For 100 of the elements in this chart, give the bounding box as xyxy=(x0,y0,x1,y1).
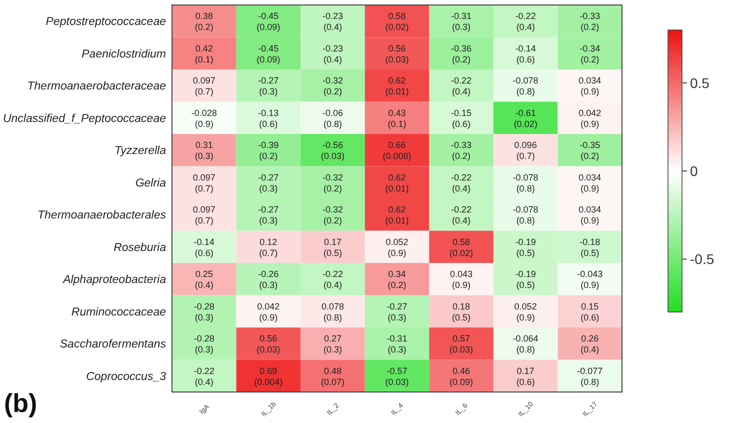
data-label: -0.35 (0.2) xyxy=(580,140,600,162)
data-label: 0.18 (0.5) xyxy=(452,301,471,322)
data-label: -0.19 (0.5) xyxy=(515,236,536,258)
y-tick-label: Ruminococcaceae xyxy=(71,306,166,318)
data-label: -0.57 (0.03) xyxy=(385,366,409,387)
data-label: 0.034 (0.9) xyxy=(578,172,602,194)
data-label: -0.19 (0.5) xyxy=(515,269,536,290)
data-label: -0.23 (0.4) xyxy=(322,43,343,64)
data-label: 0.034 (0.9) xyxy=(578,204,602,226)
y-tick-label: Coprococcus_3 xyxy=(86,370,167,383)
data-label: -0.18 (0.5) xyxy=(580,236,600,258)
data-label: 0.42 (0.1) xyxy=(194,43,214,64)
data-label: -0.22 (0.4) xyxy=(322,269,343,290)
y-tick-label: Peptostreptococcaceae xyxy=(46,16,166,28)
data-label: -0.34 (0.2) xyxy=(580,43,600,64)
data-label: 0.62 (0.01) xyxy=(385,204,409,226)
data-label: 0.58 (0.02) xyxy=(450,236,474,258)
data-label: -0.22 (0.4) xyxy=(194,366,214,387)
y-tick-label: Unclassified_f_Peptococcaceae xyxy=(2,112,166,125)
color-bar-label: -0.5 xyxy=(690,251,714,268)
y-tick-label: Tyzzerella xyxy=(114,145,166,158)
data-label: -0.28 (0.3) xyxy=(194,301,214,322)
color-bar-label: 0.5 xyxy=(690,74,710,91)
data-label: 0.042 (0.9) xyxy=(578,108,602,129)
y-tick-label: Alphaproteobacteria xyxy=(62,274,166,286)
data-label: -0.077 (0.8) xyxy=(577,366,603,387)
data-label: 0.62 (0.01) xyxy=(385,172,409,194)
data-label: 0.042 (0.9) xyxy=(257,301,280,322)
data-label: 0.38 (0.2) xyxy=(194,11,214,32)
data-label: -0.078 (0.8) xyxy=(512,172,538,194)
data-label: -0.32 (0.2) xyxy=(322,204,343,226)
y-tick-label: Gelria xyxy=(135,177,166,190)
data-label: 0.48 (0.07) xyxy=(320,366,344,387)
data-label: -0.56 (0.03) xyxy=(320,140,344,162)
data-label: 0.69 (0.004) xyxy=(254,366,283,387)
data-label: 0.56 (0.03) xyxy=(256,334,280,355)
y-tick-label: Paeniclostridium xyxy=(82,48,166,60)
data-label: -0.22 (0.4) xyxy=(451,172,472,194)
data-label: 0.12 (0.7) xyxy=(259,236,278,258)
data-label: 0.57 (0.03) xyxy=(450,334,474,355)
data-label: 0.62 (0.01) xyxy=(385,76,409,97)
data-label: -0.27 (0.3) xyxy=(258,76,279,97)
data-label: -0.27 (0.3) xyxy=(386,301,408,322)
data-label: -0.22 (0.4) xyxy=(515,11,536,32)
data-label: -0.22 (0.4) xyxy=(451,76,472,97)
data-label: -0.22 (0.4) xyxy=(451,204,472,226)
y-tick-label: Thermoanaerobacterales xyxy=(38,210,166,222)
y-tick-label: Saccharofermentans xyxy=(60,338,166,351)
data-label: -0.33 (0.2) xyxy=(451,140,472,162)
data-label: -0.028 (0.9) xyxy=(191,108,217,129)
data-label: 0.17 (0.5) xyxy=(323,236,342,258)
data-label: 0.078 (0.8) xyxy=(321,301,344,322)
data-label: 0.43 (0.1) xyxy=(388,108,406,129)
data-label: 0.66 (0.008) xyxy=(382,140,412,162)
data-label: 0.043 (0.9) xyxy=(450,269,473,290)
data-label: -0.14 (0.6) xyxy=(194,236,214,258)
data-label: -0.32 (0.2) xyxy=(322,172,343,194)
data-label: 0.26 (0.4) xyxy=(580,334,600,355)
data-label: 0.27 (0.3) xyxy=(323,334,342,355)
data-label: -0.078 (0.8) xyxy=(512,76,538,97)
data-label: -0.39 (0.2) xyxy=(258,140,279,162)
data-label: -0.36 (0.2) xyxy=(451,43,472,64)
data-label: -0.45 (0.09) xyxy=(256,43,280,64)
data-label: -0.31 (0.3) xyxy=(386,334,408,355)
data-label: 0.17 (0.6) xyxy=(516,366,535,387)
data-label: 0.097 (0.7) xyxy=(192,76,216,97)
data-label: 0.097 (0.7) xyxy=(192,172,216,194)
data-label: -0.32 (0.2) xyxy=(322,76,343,97)
data-label: -0.13 (0.6) xyxy=(258,108,279,129)
data-label: -0.31 (0.3) xyxy=(451,11,472,32)
data-label: -0.14 (0.6) xyxy=(515,43,536,64)
data-label: 0.34 (0.2) xyxy=(388,269,406,290)
data-label: 0.034 (0.9) xyxy=(578,76,602,97)
data-label: 0.052 (0.9) xyxy=(514,301,537,322)
data-label: 0.052 (0.9) xyxy=(386,236,408,258)
text: (b) xyxy=(4,388,38,418)
data-label: -0.043 (0.9) xyxy=(577,269,603,290)
data-label: 0.58 (0.02) xyxy=(385,11,409,32)
data-label: -0.15 (0.6) xyxy=(451,108,472,129)
data-label: -0.27 (0.3) xyxy=(258,204,279,226)
color-bar-label: 0 xyxy=(690,163,698,179)
data-label: -0.078 (0.8) xyxy=(512,204,538,226)
data-label: -0.06 (0.8) xyxy=(322,108,343,129)
data-label: 0.096 (0.7) xyxy=(514,140,537,162)
data-label: -0.28 (0.3) xyxy=(194,334,214,355)
data-label: 0.15 (0.6) xyxy=(580,301,600,322)
data-label: -0.45 (0.09) xyxy=(256,11,280,32)
data-label: -0.27 (0.3) xyxy=(258,172,279,194)
data-label: 0.25 (0.4) xyxy=(194,269,214,290)
data-label: -0.23 (0.4) xyxy=(322,11,343,32)
y-tick-label: Roseburia xyxy=(114,242,166,254)
y-tick-label: Thermoanaerobacteraceae xyxy=(27,80,166,93)
data-label: 0.31 (0.3) xyxy=(194,140,214,162)
data-label: 0.46 (0.09) xyxy=(450,366,474,387)
data-label: -0.61 (0.02) xyxy=(514,108,538,129)
data-label: 0.56 (0.03) xyxy=(385,43,409,64)
data-label: -0.26 (0.3) xyxy=(258,269,279,290)
data-label: -0.33 (0.2) xyxy=(580,11,600,32)
data-label: -0.064 (0.8) xyxy=(512,334,538,355)
data-label: 0.097 (0.7) xyxy=(192,204,216,226)
